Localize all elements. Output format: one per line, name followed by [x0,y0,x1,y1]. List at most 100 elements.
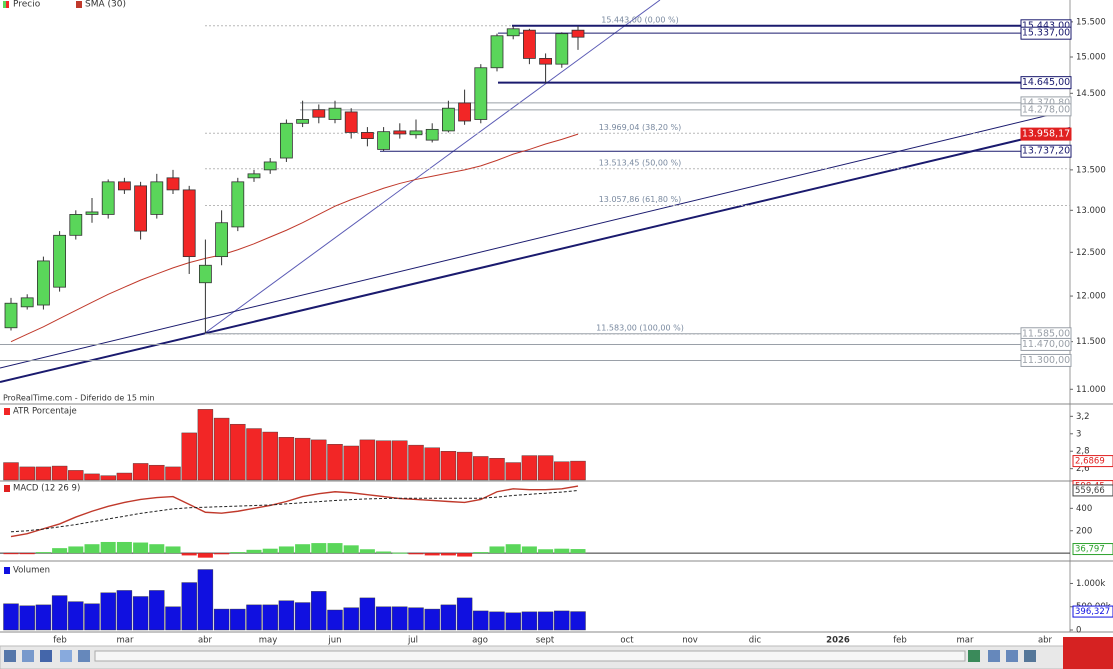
tool-icon[interactable] [40,650,52,662]
tool-icon[interactable] [78,650,90,662]
bar [570,460,586,481]
candle-body [134,185,148,232]
price-marker-label: 11.470,00 [1022,339,1070,350]
candle-body [409,130,423,136]
x-tick-label: ago [472,636,488,646]
candle-body [360,132,374,139]
panel-title: MACD (12 26 9) [13,484,80,494]
axis-marker-box [1072,484,1113,497]
bar [392,440,408,481]
fibonacci-label: 13.969,04 (38,20 %) [599,123,682,132]
histogram-bar [457,553,473,557]
histogram-bar [570,549,586,554]
scrollbar[interactable] [94,650,966,662]
candle-body [344,111,358,133]
bar [35,466,52,481]
histogram-bar [230,552,246,554]
bar [505,462,521,481]
histogram-bar [19,553,35,555]
bar [327,444,343,481]
bar [3,603,19,631]
bar [473,610,489,631]
candle-body [441,107,455,132]
y-tick-label: 11.000 [1076,385,1106,395]
panel-title: Precio [13,0,41,10]
y-tick-label: 400 [1076,504,1092,514]
candle-body [101,181,115,215]
histogram-bar [538,549,554,554]
candle-body [523,29,536,59]
x-tick-label: oct [620,636,634,646]
bar [51,465,68,481]
candle-body [198,264,212,284]
histogram-bar [440,553,456,556]
price-marker-label: 15.337,00 [1022,28,1070,39]
tool-icon[interactable] [4,650,16,662]
price-marker-label: 11.300,00 [1022,355,1070,366]
tool-icon[interactable] [1024,650,1036,662]
trend-line [204,0,661,334]
price-marker-label: 11.585,00 [1022,328,1070,339]
candle-body [328,107,342,120]
bar [19,466,35,481]
bar [359,597,376,631]
price-marker-label: 14.278,00 [1022,104,1070,115]
candle-body [53,234,66,288]
bar [294,437,311,481]
bar [100,592,116,631]
histogram-bar [521,546,537,554]
bar [489,611,505,631]
histogram-bar [149,544,165,554]
bar [408,444,424,481]
histogram-bar [181,553,197,556]
histogram-bar [165,546,181,554]
candle-body [474,67,488,120]
x-tick-label: nov [682,636,698,646]
x-tick-label: 2026 [826,636,850,646]
x-tick-label: jun [327,636,341,646]
bar [246,604,262,631]
axis-marker-box [1072,543,1113,556]
histogram-bar [359,549,375,554]
histogram-bar [116,541,132,554]
x-tick-label: feb [53,636,67,646]
bar [165,606,181,631]
y-tick-label: 0 [1076,626,1081,636]
axis-marker-label: 396,327 [1075,607,1110,617]
bar [521,455,538,481]
bar [311,591,327,631]
tool-icon[interactable] [1006,650,1018,662]
tool-icon[interactable] [968,650,980,662]
candle-body [4,302,18,329]
bar [424,447,440,481]
price-marker-box [1020,353,1072,367]
bar [537,611,554,631]
legend-swatch [76,1,82,8]
candle-body [393,130,407,135]
histogram-bar [408,553,424,555]
price-marker-box [1020,26,1072,40]
bar [19,605,35,631]
histogram-bar [68,546,84,554]
bar [456,597,473,631]
panel-title: Volumen [13,566,50,576]
candle-body [263,161,277,171]
bar [84,603,100,631]
y-tick-label: 13.500 [1076,165,1106,175]
candle-body [279,122,293,159]
tool-icon[interactable] [22,650,34,662]
bar [132,463,149,481]
histogram-bar [52,548,68,554]
y-tick-label: 200 [1076,526,1092,536]
bar [68,470,84,481]
histogram-bar [214,553,230,555]
bar [278,437,295,481]
axis-marker-label: 36,797 [1075,545,1105,555]
price-marker-box [1020,103,1072,117]
bar [359,439,376,481]
tool-icon[interactable] [60,650,72,662]
histogram-bar [311,543,327,554]
tool-icon[interactable] [988,650,1000,662]
source-label: ProRealTime.com - Diferido de 15 min [3,394,155,403]
candle-body [85,211,99,215]
